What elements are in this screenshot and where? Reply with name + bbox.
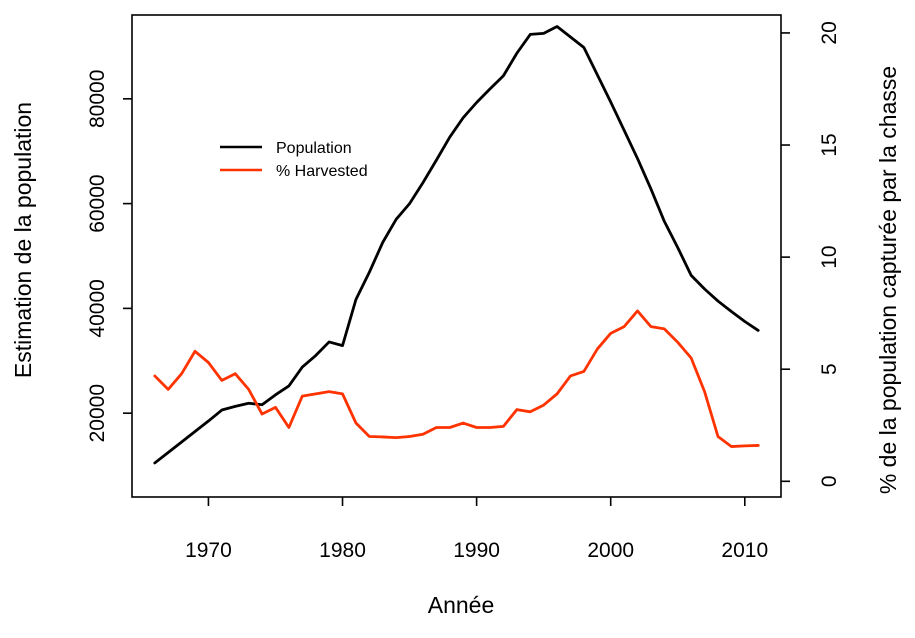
harvested-series-line [153, 309, 760, 448]
x-tick-label: 2010 [721, 539, 768, 562]
legend-label-harvested: % Harvested [276, 163, 368, 180]
x-tick-label: 1980 [319, 539, 366, 562]
x-tick-label: 1970 [185, 539, 232, 562]
y-left-tick-label: 60000 [86, 174, 109, 232]
x-tick-label: 2000 [587, 539, 634, 562]
x-axis: 1970 1980 1990 2000 2010 [185, 497, 768, 562]
y-right-tick-label: 20 [818, 21, 841, 44]
y-left-axis: 20000 40000 60000 80000 [86, 70, 132, 442]
series-layer [153, 25, 760, 465]
plot-frame [131, 14, 782, 498]
y-right-tick-label: 0 [818, 475, 841, 487]
y-right-axis-title: % de la population capturée par la chass… [875, 66, 901, 494]
y-left-tick-label: 80000 [86, 70, 109, 128]
y-left-tick-label: 20000 [86, 384, 109, 442]
legend-label-population: Population [276, 140, 352, 157]
x-tick-label: 1990 [453, 539, 500, 562]
y-left-axis-title: Estimation de la population [10, 102, 36, 378]
y-right-tick-label: 5 [818, 363, 841, 375]
y-right-axis: 0 5 10 15 20 [781, 21, 841, 487]
x-axis-title: Année [428, 592, 495, 618]
population-series-line [153, 25, 760, 465]
y-right-tick-label: 15 [818, 133, 841, 156]
y-left-tick-label: 40000 [86, 279, 109, 337]
y-right-tick-label: 10 [818, 245, 841, 268]
legend: Population % Harvested [220, 140, 368, 180]
